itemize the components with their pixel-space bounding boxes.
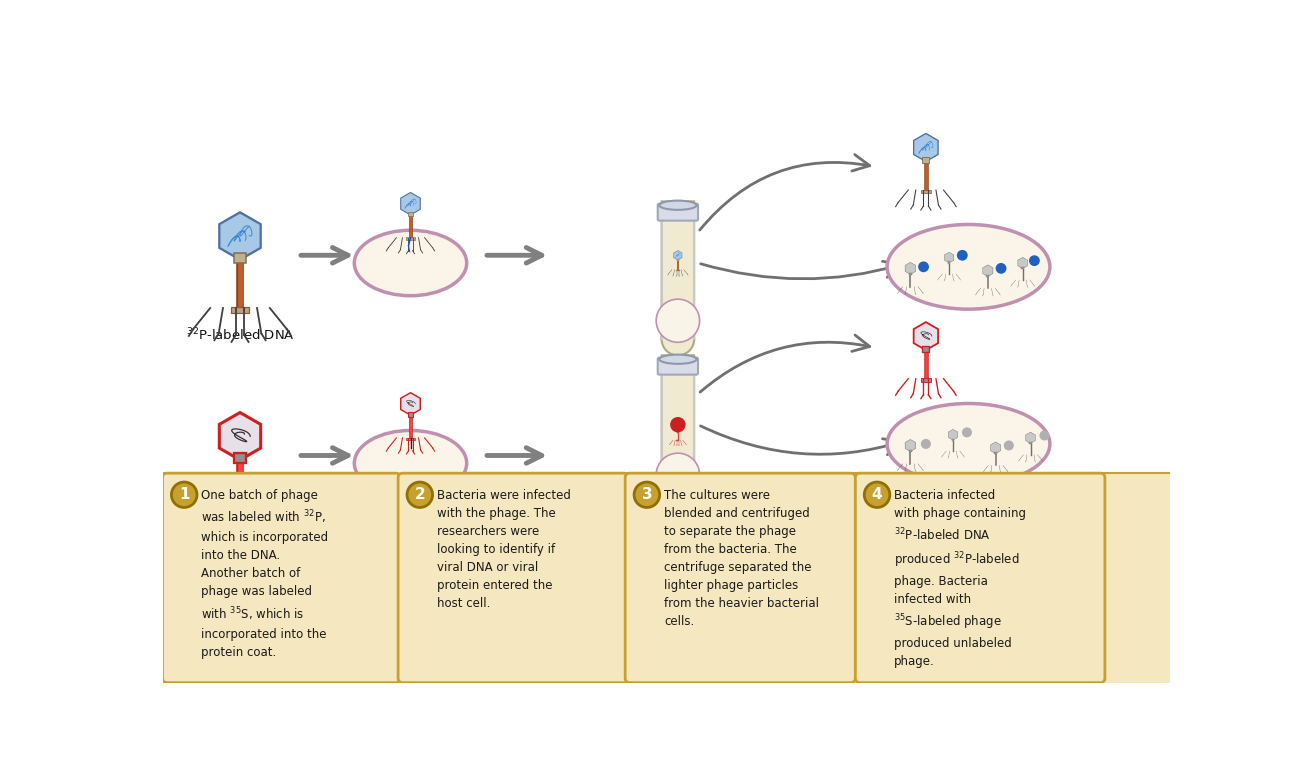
Bar xyxy=(909,449,911,453)
Bar xyxy=(162,473,1170,683)
Polygon shape xyxy=(944,252,954,263)
Polygon shape xyxy=(670,468,675,474)
FancyBboxPatch shape xyxy=(855,473,1105,683)
FancyBboxPatch shape xyxy=(398,473,628,683)
FancyBboxPatch shape xyxy=(662,202,694,339)
Polygon shape xyxy=(1026,432,1035,443)
Ellipse shape xyxy=(662,477,694,509)
Text: Bacteria were infected
with the phage. The
researchers were
looking to identify : Bacteria were infected with the phage. T… xyxy=(437,489,571,610)
Circle shape xyxy=(920,439,931,449)
Text: 4: 4 xyxy=(872,487,883,502)
Polygon shape xyxy=(673,251,682,260)
Polygon shape xyxy=(905,439,915,452)
Ellipse shape xyxy=(659,354,697,364)
Polygon shape xyxy=(914,133,939,162)
Bar xyxy=(234,453,246,463)
Ellipse shape xyxy=(355,230,467,296)
Text: $^{32}$P-labeled DNA: $^{32}$P-labeled DNA xyxy=(186,327,295,344)
Bar xyxy=(987,275,989,278)
Text: One batch of phage
was labeled with $^{32}$P,
which is incorporated
into the DNA: One batch of phage was labeled with $^{3… xyxy=(202,489,329,659)
Circle shape xyxy=(1040,430,1049,440)
Polygon shape xyxy=(400,393,420,415)
Text: 1: 1 xyxy=(179,487,190,502)
Polygon shape xyxy=(948,430,958,440)
Bar xyxy=(671,319,672,321)
Circle shape xyxy=(172,482,198,508)
Polygon shape xyxy=(905,262,915,275)
Ellipse shape xyxy=(355,430,467,496)
Bar xyxy=(162,92,1170,473)
Bar xyxy=(1030,442,1032,444)
Polygon shape xyxy=(220,212,261,260)
Circle shape xyxy=(670,417,685,433)
Text: 2: 2 xyxy=(415,487,425,502)
Bar xyxy=(408,212,413,216)
Polygon shape xyxy=(680,321,685,326)
Text: 3: 3 xyxy=(642,487,653,502)
Bar xyxy=(952,439,954,441)
Bar xyxy=(994,452,997,454)
Circle shape xyxy=(864,482,889,508)
Bar xyxy=(922,346,929,352)
Circle shape xyxy=(634,482,659,508)
Bar xyxy=(671,473,672,475)
Bar xyxy=(1022,267,1024,269)
Circle shape xyxy=(656,299,699,342)
FancyBboxPatch shape xyxy=(658,204,698,221)
Bar xyxy=(920,378,931,382)
Bar xyxy=(407,237,415,240)
Bar xyxy=(407,437,415,440)
Polygon shape xyxy=(220,413,261,460)
Ellipse shape xyxy=(662,323,694,355)
Bar xyxy=(948,262,950,264)
Bar xyxy=(234,253,246,263)
Text: The cultures were
blended and centrifuged
to separate the phage
from the bacteri: The cultures were blended and centrifuge… xyxy=(664,489,819,627)
Circle shape xyxy=(996,263,1006,274)
Circle shape xyxy=(1030,255,1040,266)
Bar xyxy=(231,508,248,513)
Bar xyxy=(676,440,680,441)
Circle shape xyxy=(918,262,930,272)
Polygon shape xyxy=(680,474,685,480)
Circle shape xyxy=(957,250,967,261)
FancyBboxPatch shape xyxy=(625,473,855,683)
Bar xyxy=(677,431,679,433)
Bar xyxy=(920,189,931,193)
Polygon shape xyxy=(983,265,993,276)
Ellipse shape xyxy=(887,403,1050,484)
Polygon shape xyxy=(670,314,675,320)
Polygon shape xyxy=(991,442,1001,453)
Circle shape xyxy=(656,453,699,496)
FancyBboxPatch shape xyxy=(658,357,698,374)
Text: $^{35}$S-labeled protein coat: $^{35}$S-labeled protein coat xyxy=(178,527,338,547)
Circle shape xyxy=(407,482,433,508)
Text: Bacteria infected
with phage containing
$^{32}$P-labeled DNA
produced $^{32}$P-l: Bacteria infected with phage containing … xyxy=(894,489,1026,668)
Bar xyxy=(676,269,680,271)
Bar xyxy=(922,157,929,163)
Polygon shape xyxy=(914,322,939,351)
Polygon shape xyxy=(675,425,681,433)
Polygon shape xyxy=(1018,258,1027,268)
Circle shape xyxy=(1004,440,1014,450)
FancyBboxPatch shape xyxy=(662,355,694,493)
FancyBboxPatch shape xyxy=(162,473,400,683)
Bar xyxy=(909,272,911,275)
Circle shape xyxy=(962,427,972,437)
Bar xyxy=(681,325,684,326)
Ellipse shape xyxy=(887,225,1050,309)
Bar xyxy=(681,479,684,480)
Bar xyxy=(408,412,413,416)
Ellipse shape xyxy=(659,201,697,210)
Polygon shape xyxy=(400,193,420,215)
Bar xyxy=(677,258,679,261)
Bar xyxy=(231,307,248,313)
